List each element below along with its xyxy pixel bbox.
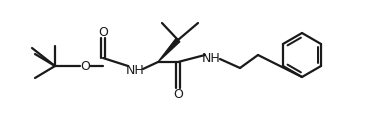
Text: NH: NH	[126, 65, 144, 77]
Text: NH: NH	[202, 53, 220, 65]
Text: O: O	[173, 88, 183, 100]
Text: O: O	[98, 27, 108, 39]
Text: O: O	[80, 60, 90, 72]
Polygon shape	[158, 38, 180, 62]
